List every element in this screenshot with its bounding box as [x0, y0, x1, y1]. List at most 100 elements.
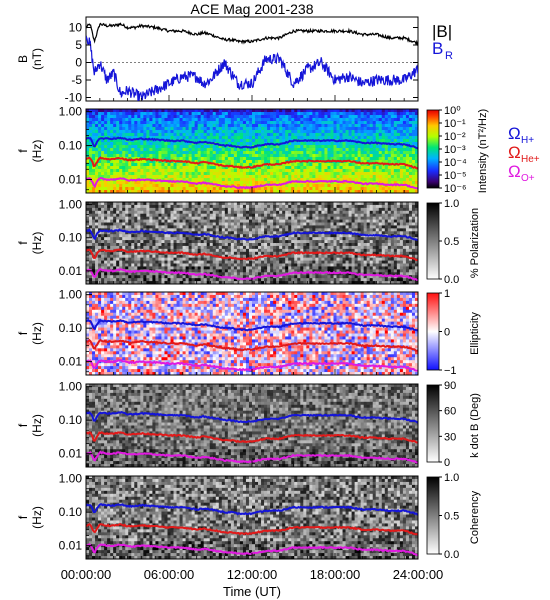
legend-heplus: Ω He+ [508, 143, 540, 165]
y-tick-label: 1.00 [59, 105, 83, 119]
y-tick-label: 1.00 [59, 380, 83, 394]
colorbar-tick-label: 10⁻¹ [444, 118, 466, 130]
legend-heplus-omega: Ω [508, 143, 521, 162]
colorbar-tick-label: 10⁻⁵ [444, 170, 467, 182]
legend-oplus-sub: O+ [521, 173, 535, 184]
y-tick-label: 0.01 [59, 447, 83, 461]
y-tick-label: 0.10 [59, 413, 83, 427]
colorbar-tick-label: 10⁻⁶ [444, 183, 467, 195]
x-tick-label: 12:00:00 [227, 567, 278, 582]
line-hplus [86, 228, 418, 241]
y-tick-label: 1.00 [59, 472, 83, 486]
legend-hplus: Ω H+ [508, 124, 534, 146]
panel-b-y-ticks: -10 -5 0 5 10 [65, 21, 418, 105]
panel-yunit: (Hz) [30, 322, 44, 345]
colorbar-label: k dot B (Deg) [469, 393, 481, 458]
panel-ylabel: f [16, 331, 30, 335]
panel-yunit: (Hz) [30, 232, 44, 255]
spectrogram-panels: 1.000.100.01f (Hz)10⁰10⁻¹10⁻²10⁻³10⁻⁴10⁻⁵… [16, 105, 489, 561]
panel-b-ylabel: B [16, 55, 30, 63]
panel-b-yunit: (nT) [30, 48, 44, 70]
legend-br-main: B [432, 39, 443, 58]
colorbar-tick-label: 0.0 [444, 549, 459, 561]
line-hplus [86, 319, 418, 332]
colorbar-tick-label: 0.5 [444, 236, 459, 248]
x-axis-label: Time (UT) [223, 584, 281, 599]
x-tick-label: 18:00:00 [310, 567, 361, 582]
y-tick-label: 0 [75, 56, 82, 70]
y-tick-label: 0.01 [59, 539, 83, 553]
colorbar [426, 476, 440, 555]
legend-br-sub: R [445, 50, 453, 62]
panel-kdotb: 1.00 0.10 0.01 f (Hz) 90 60 30 0 k dot B (Deg) [16, 380, 481, 469]
line-heplus [86, 431, 418, 444]
y-tick-label: -10 [65, 91, 83, 105]
legend-oplus-omega: Ω [508, 162, 521, 181]
colorbar-tick-label: 0.0 [444, 274, 459, 286]
line-heplus [86, 156, 418, 170]
gyro-legend: Ω H+ Ω He+ Ω O+ [508, 124, 540, 184]
colorbar-tick-label: 1.0 [444, 198, 459, 210]
series-br [86, 35, 418, 101]
panel-b: -10 -5 0 5 10 B (nT) |B| B R [16, 16, 453, 105]
colorbar-tick-label: 30 [444, 431, 456, 443]
y-tick-label: 0.10 [59, 321, 83, 335]
figure-title: ACE Mag 2001-238 [191, 1, 314, 17]
y-tick-label: 1.00 [59, 198, 83, 212]
colorbar-tick-label: 10⁻⁴ [444, 157, 467, 169]
panel-coherency: 1.00 0.10 0.01 f (Hz) 1.0 0.5 0.0 Coherency [16, 472, 481, 561]
x-tick-label: 06:00:00 [144, 567, 195, 582]
x-tick-label: 00:00:00 [61, 567, 112, 582]
panel-ellipticity: 1.00 0.10 0.01 f (Hz) 1 0 −1 Ellipticity [16, 288, 481, 377]
panel-yunit: (Hz) [30, 506, 44, 529]
colorbar [426, 202, 440, 280]
x-tick-label: 24:00:00 [393, 567, 444, 582]
panel-polarization: 1.00 0.10 0.01 f (Hz) 1.0 0.5 0.0 % Polarization [16, 198, 481, 286]
y-tick-label: 5 [75, 38, 82, 52]
colorbar-label: % Polarization [469, 208, 481, 278]
colorbar-tick-label: 10⁰ [444, 105, 461, 117]
heatmap-cells [86, 109, 418, 193]
colorbar-tick-label: 1.0 [444, 472, 459, 484]
colorbar-tick-label: 0 [444, 327, 450, 339]
panel-yunit: (Hz) [30, 140, 44, 163]
colorbar-label: Ellipticity [469, 312, 481, 355]
colorbar-label: Intensity (nT²/Hz) [477, 109, 489, 193]
series-total-b [86, 22, 418, 46]
panel-ylabel: f [16, 515, 30, 519]
colorbar-tick-label: 60 [444, 406, 456, 418]
legend-hplus-omega: Ω [508, 124, 521, 143]
line-hplus [86, 136, 418, 150]
colorbar-tick-label: 0 [444, 457, 450, 469]
panel-ylabel: f [16, 423, 30, 427]
y-tick-label: 0.01 [59, 355, 83, 369]
panel-intensity: 1.00 0.10 0.01 f (Hz) 10⁰10⁻¹10⁻²10⁻³10⁻⁴10⁻⁵… [16, 105, 489, 195]
y-tick-label: 0.10 [59, 505, 83, 519]
heatmap-cells [86, 384, 418, 467]
colorbar-tick-label: 10⁻² [444, 131, 466, 143]
legend-br: B R [432, 39, 453, 62]
y-tick-label: 0.10 [59, 231, 83, 245]
panel-ylabel: f [16, 241, 30, 245]
line-heplus [86, 248, 418, 262]
y-tick-label: 0.01 [59, 264, 83, 278]
y-tick-label: 10 [69, 21, 83, 35]
panel-yunit: (Hz) [30, 414, 44, 437]
colorbar-tick-label: 10⁻³ [444, 144, 466, 156]
colorbar [426, 109, 440, 189]
legend-heplus-sub: He+ [521, 154, 540, 165]
panel-ylabel: f [16, 149, 30, 153]
colorbar [426, 292, 440, 371]
line-hplus [86, 503, 418, 516]
colorbar [426, 384, 440, 463]
colorbar-label: Coherency [469, 490, 481, 544]
y-tick-label: 1.00 [59, 288, 83, 302]
legend-oplus: Ω O+ [508, 162, 535, 184]
panel-b-frame [85, 16, 419, 102]
y-tick-label: 0.10 [59, 139, 83, 153]
y-tick-label: 0.01 [59, 173, 83, 187]
legend-total-b: |B| [432, 22, 452, 41]
x-axis: 00:00:00 06:00:00 12:00:00 18:00:00 24:00:00 [61, 95, 444, 582]
y-tick-label: -5 [71, 73, 82, 87]
